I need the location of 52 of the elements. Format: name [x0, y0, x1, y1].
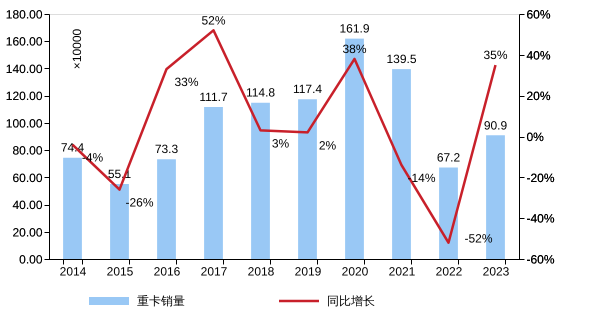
y2-tick-label: 0%: [526, 130, 544, 144]
bar: [63, 158, 82, 259]
y2-tick-label: 20%: [526, 89, 551, 104]
x-tick-label: 2022: [436, 264, 463, 278]
legend-label: 同比增长: [327, 294, 375, 308]
y2-tick-label: 60%: [526, 8, 551, 22]
data-label: 139.5: [386, 52, 417, 66]
y-tick-label: 140.00: [6, 62, 43, 76]
y-tick-label: 120.00: [6, 89, 43, 104]
y2-tick-label: 40%: [526, 48, 551, 62]
data-label: 90.9: [484, 118, 508, 132]
data-label: 161.9: [339, 22, 370, 36]
x-tick-label: 2020: [342, 264, 369, 278]
y-tick-label: 80.00: [12, 144, 43, 158]
x-tick-label: 2014: [60, 264, 87, 278]
data-label: 73.3: [154, 142, 178, 156]
bar: [439, 168, 458, 259]
y2-tick-label: -40%: [526, 212, 555, 226]
y-tick-label: 60.00: [12, 170, 43, 185]
data-label: 35%: [483, 48, 508, 62]
data-label: -52%: [464, 232, 493, 246]
data-label: 114.8: [246, 86, 276, 100]
bar: [204, 106, 223, 259]
data-label: 117.4: [292, 82, 322, 96]
y2-tick-label: -60%: [526, 252, 555, 266]
x-tick-label: 2019: [294, 264, 322, 278]
y-tick-label: 180.00: [6, 8, 43, 22]
data-label: 38%: [342, 42, 367, 56]
y-tick-label: 0.00: [19, 252, 43, 266]
bar: [157, 159, 176, 259]
x-tick-label: 2016: [154, 264, 181, 278]
data-label: 67.2: [436, 150, 460, 165]
data-label: 33%: [174, 75, 199, 90]
x-tick-label: 2017: [200, 264, 228, 278]
x-tick-label: 2023: [482, 264, 510, 278]
x-tick-label: 2018: [248, 264, 275, 278]
data-label: -26%: [125, 196, 154, 210]
x-tick-label: 2021: [388, 264, 416, 278]
y2-tick-label: -20%: [526, 170, 555, 185]
y-tick-label: 160.00: [6, 34, 43, 49]
data-label: 2%: [318, 138, 336, 152]
data-label: 3%: [272, 136, 290, 150]
data-label: 111.7: [199, 90, 228, 104]
y-tick-label: 20.00: [12, 225, 43, 240]
y-tick-label: 100.00: [6, 116, 43, 130]
bar: [298, 99, 317, 259]
data-label: 52%: [201, 13, 226, 28]
annotation: ×10000: [70, 28, 84, 70]
x-tick-label: 2015: [106, 264, 134, 278]
y-tick-label: 40.00: [12, 198, 43, 212]
legend-label: 重卡销量: [137, 294, 185, 308]
bar: [251, 102, 270, 259]
